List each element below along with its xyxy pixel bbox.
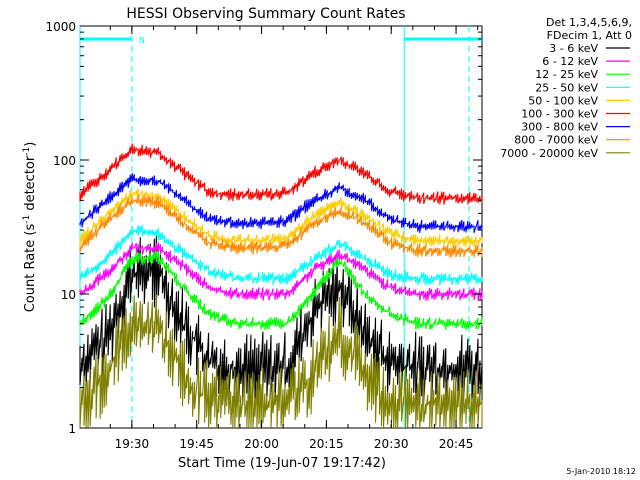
- legend-label: 3 - 6 keV: [549, 42, 598, 55]
- series-layer: [79, 143, 483, 429]
- y-axis-label: Count Rate (s-1 detector-1): [22, 142, 38, 313]
- y-tick-label: 10: [61, 288, 76, 302]
- series-line: [79, 143, 483, 205]
- y-tick-label: 1: [68, 422, 76, 436]
- legend-label: 50 - 100 keV: [528, 94, 598, 107]
- x-axis: 19:30 19:45 20:00 20:15 20:30 20:45: [109, 26, 479, 451]
- y-tick-label: 1000: [45, 20, 76, 34]
- legend-label: 100 - 300 keV: [521, 108, 598, 121]
- chart-title: HESSI Observing Summary Count Rates: [126, 6, 405, 22]
- legend-header-line-2: FDecim 1, Att 0: [547, 29, 632, 42]
- legend-header-line-1: Det 1,3,4,5,6,9,: [546, 16, 632, 29]
- flag-layer: N: [80, 36, 482, 45]
- legend-label: 7000 - 20000 keV: [500, 147, 598, 160]
- legend-label: 300 - 800 keV: [521, 121, 598, 134]
- series-line: [79, 251, 483, 331]
- x-tick-label: 20:45: [439, 437, 474, 451]
- x-tick-label: 20:00: [244, 437, 279, 451]
- series-line: [79, 188, 483, 248]
- legend: Det 1,3,4,5,6,9, FDecim 1, Att 0 3 - 6 k…: [500, 16, 632, 160]
- legend-label: 12 - 25 keV: [535, 68, 598, 81]
- footer-date: 5-Jan-2010 18:12: [566, 467, 636, 476]
- x-tick-label: 19:45: [179, 437, 214, 451]
- x-tick-label: 19:30: [115, 437, 150, 451]
- series-line: [79, 194, 483, 258]
- legend-label: 800 - 7000 keV: [514, 134, 598, 147]
- series-line: [79, 242, 483, 301]
- series-line: [79, 294, 483, 429]
- series-line: [79, 224, 483, 286]
- legend-label: 6 - 12 keV: [542, 55, 598, 68]
- x-axis-label: Start Time (19-Jun-07 19:17:42): [178, 456, 386, 471]
- series-line: [79, 173, 483, 234]
- x-tick-label: 20:30: [374, 437, 409, 451]
- legend-label: 25 - 50 keV: [535, 81, 598, 94]
- flag-label: N: [139, 36, 145, 45]
- y-tick-label: 100: [53, 154, 76, 168]
- y-axis: 1 10 100 1000: [45, 20, 482, 436]
- x-tick-label: 20:15: [309, 437, 344, 451]
